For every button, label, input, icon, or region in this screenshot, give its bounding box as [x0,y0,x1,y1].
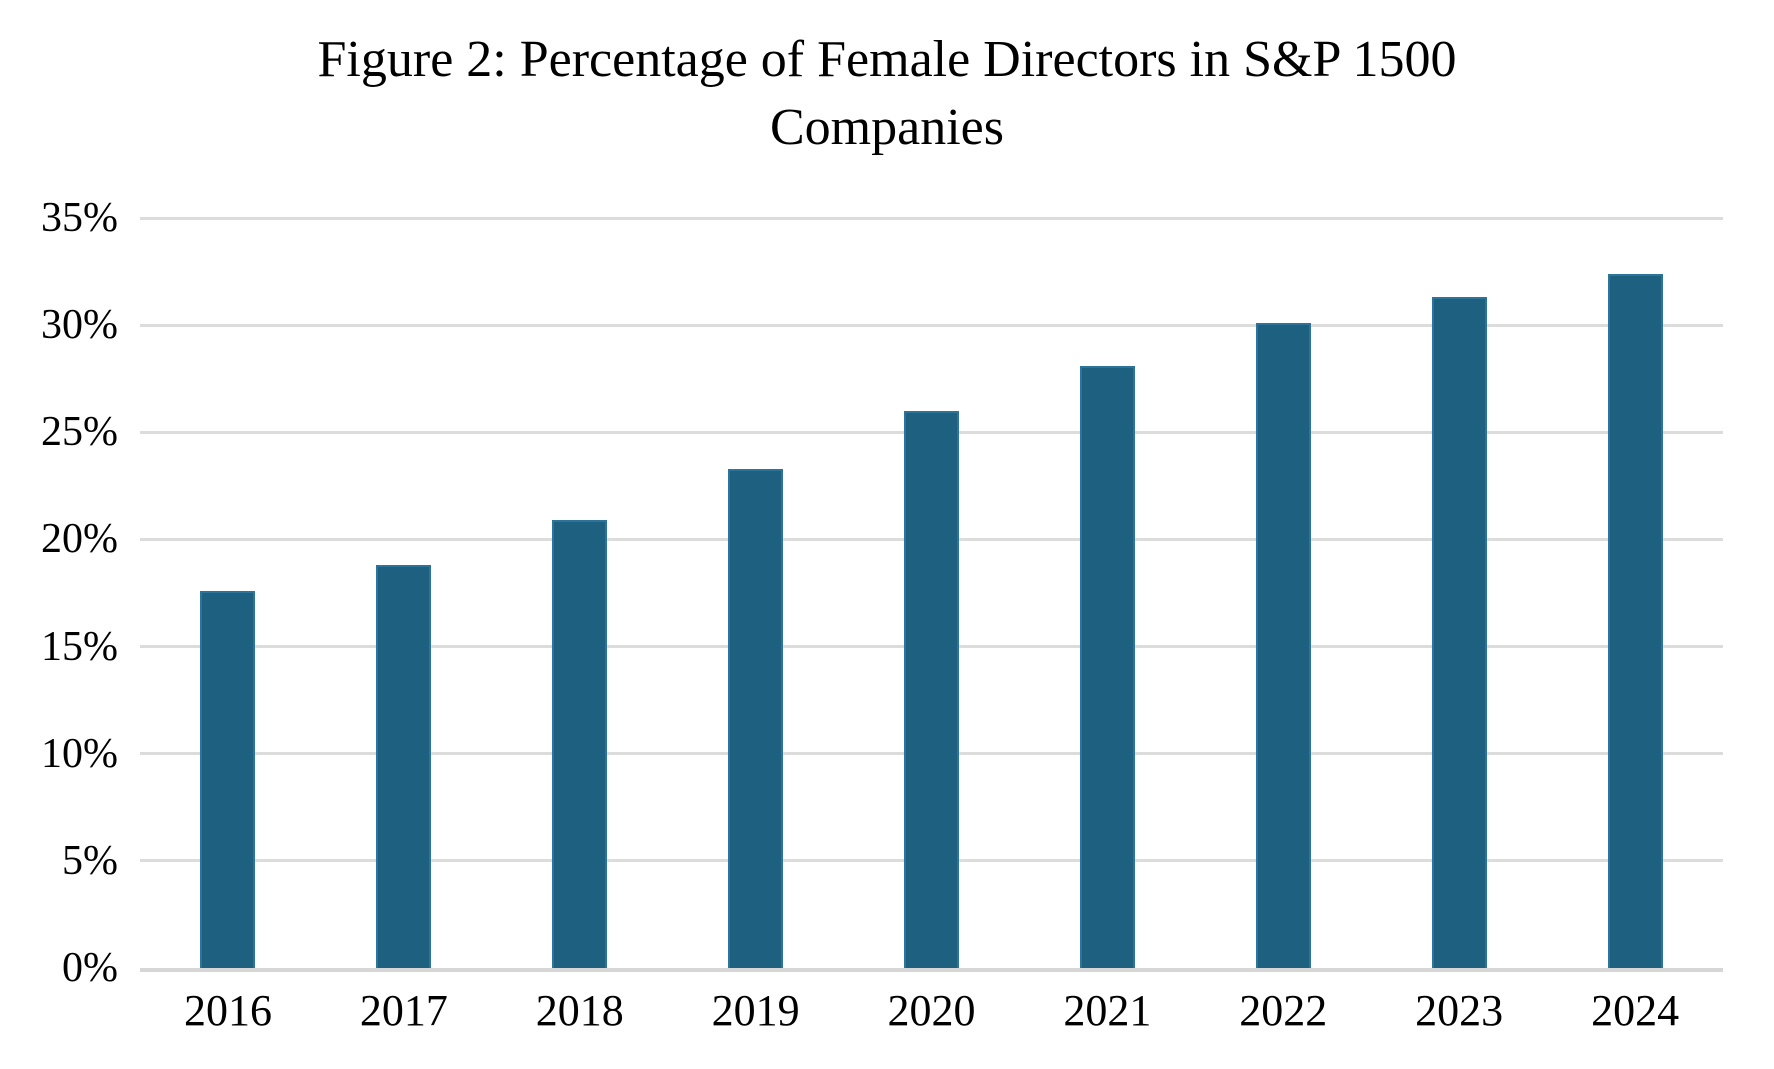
plot-area [140,216,1723,972]
bar-2018 [552,520,608,968]
bar-2023 [1431,297,1487,968]
y-axis-label: 15% [41,623,118,670]
bar-column [1019,218,1195,968]
bar-column [844,218,1020,968]
gridline [140,216,1723,220]
y-axis-label: 25% [41,409,118,456]
x-axis-label: 2017 [359,986,448,1035]
x-axis-label: 2019 [711,986,800,1035]
chart-title-line-1: Figure 2: Percentage of Female Directors… [317,31,1457,88]
y-axis-label: 30% [41,302,118,349]
bar-2022 [1255,323,1311,968]
x-axis-label: 2016 [183,986,272,1035]
y-axis-label: 10% [41,730,118,777]
y-axis: 0% 5% 10% 15% 20% 25% 30% 35% [0,197,118,989]
x-axis-label: 2022 [1239,986,1328,1035]
x-axis-label: 2021 [1063,986,1152,1035]
bar-column [1547,218,1723,968]
x-axis-label: 2023 [1415,986,1504,1035]
bar-column [1195,218,1371,968]
chart-title-line-2: Companies [770,98,1004,156]
bar-column [1371,218,1547,968]
y-axis-label: 20% [41,516,118,563]
x-axis: 2016 2017 2018 2019 2020 2021 2022 2023 2024 [140,986,1723,1037]
x-axis-label: 2020 [887,986,976,1035]
bar-2017 [376,565,432,968]
chart-title: Figure 2: Percentage of Female Directors… [0,26,1774,161]
bar-2020 [904,410,959,968]
bar-2024 [1607,273,1663,968]
x-axis-label: 2018 [535,986,624,1035]
bar-column [316,218,492,968]
bar-column [140,218,316,968]
bar-2019 [728,468,784,968]
bar-column [668,218,844,968]
bar-2016 [200,590,256,968]
bars-container [140,218,1723,968]
gridline [140,323,1723,327]
y-axis-label: 35% [41,195,118,241]
bar-2021 [1079,365,1135,968]
x-axis-line [140,968,1723,972]
y-axis-label: 5% [62,837,118,884]
bar-column [492,218,668,968]
x-axis-label: 2024 [1591,986,1680,1035]
y-axis-label: 0% [62,945,118,991]
